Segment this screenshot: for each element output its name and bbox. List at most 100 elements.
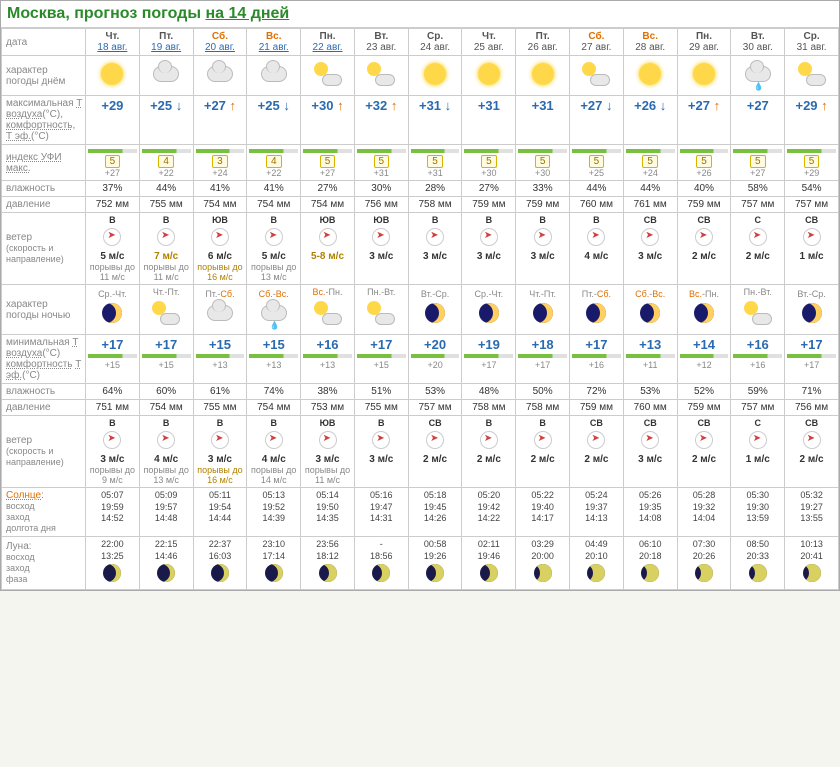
wind-night-cell: В3 м/спорывы до 9 м/с <box>86 416 140 488</box>
tef-night: +15 <box>88 360 137 370</box>
tef-night: +12 <box>680 360 729 370</box>
tmin-cell: +17+15 <box>86 335 140 384</box>
wind-speed-night: 2 м/с <box>584 454 608 465</box>
day-header: Сб.20 авг. <box>193 29 247 56</box>
day-of-week: Пт. <box>536 31 550 42</box>
tmax-value: +31 <box>478 98 500 113</box>
comfort-link2[interactable]: комфортность <box>6 359 73 370</box>
wind-night-cell: СВ2 м/с <box>408 416 462 488</box>
sun-cell: 05:2819:3214:04 <box>677 488 731 537</box>
compass-icon <box>480 228 498 246</box>
title-link[interactable]: на 14 дней <box>205 5 289 22</box>
tmax-cell: +31 <box>516 96 570 145</box>
gust-day: порывы до 11 м/с <box>142 262 191 282</box>
date-link[interactable]: 18 авг. <box>97 42 127 53</box>
pressure-night: 759 мм <box>570 400 624 416</box>
sun-times: 05:1319:5214:39 <box>249 490 298 525</box>
moon-cell: 08:5020:33 <box>731 537 785 590</box>
wind-dir-night: В <box>270 418 277 428</box>
night-span: Вт.-Ср. <box>787 289 836 299</box>
comfort-bar-n <box>142 354 191 358</box>
label-wind-d: ветер(скорость и направление) <box>2 213 86 285</box>
wind-day-cell: СВ2 м/с <box>677 213 731 285</box>
compass-icon <box>641 228 659 246</box>
moon-times: 08:5020:33 <box>733 539 782 562</box>
wind-night-cell: СВ3 м/с <box>623 416 677 488</box>
date-link[interactable]: 21 авг. <box>259 42 289 53</box>
sun-cell: 05:2619:3514:08 <box>623 488 677 537</box>
night-icon <box>694 303 714 323</box>
date-link[interactable]: 19 авг. <box>151 42 181 53</box>
wind-speed-day: 2 м/с <box>746 251 770 262</box>
date-link[interactable]: 22 авг. <box>313 42 343 53</box>
pressure-day: 760 мм <box>570 197 624 213</box>
comfort-bar <box>196 149 245 153</box>
tef-day: +22 <box>142 168 191 178</box>
tair-link2[interactable]: Т воздуха <box>6 337 78 359</box>
pressure-night: 759 мм <box>677 400 731 416</box>
weather-widget: Москва, прогноз погоды на 14 дней датаЧт… <box>0 0 840 591</box>
tef-night: +15 <box>142 360 191 370</box>
wind-day-cell: В3 м/с <box>408 213 462 285</box>
moon-times: 03:2920:00 <box>518 539 567 562</box>
date-text: 23 авг. <box>366 42 396 53</box>
label-moon: Луна:восходзаходфаза <box>2 537 86 590</box>
tmin-value: +17 <box>370 337 392 352</box>
pressure-night: 753 мм <box>301 400 355 416</box>
compass-icon <box>749 228 767 246</box>
wind-day-cell: ЮВ5-8 м/с <box>301 213 355 285</box>
tef-night: +13 <box>249 360 298 370</box>
pressure-day: 761 мм <box>623 197 677 213</box>
uv-cell: 5+31 <box>408 145 462 181</box>
compass-icon <box>803 228 821 246</box>
tair-link[interactable]: Т воздуха <box>6 98 82 120</box>
label-humidity-d: влажность <box>2 181 86 197</box>
day-of-week: Ср. <box>804 31 820 42</box>
uvmax-link[interactable]: макс. <box>6 163 31 174</box>
sun-cell: 05:1819:4514:26 <box>408 488 462 537</box>
tef-link[interactable]: Т эф. <box>6 131 31 142</box>
moon-phase-icon <box>426 564 444 582</box>
comfort-link[interactable]: комфортность <box>6 120 73 131</box>
uv-cell: 5+31 <box>354 145 408 181</box>
cloud-icon <box>153 66 179 82</box>
pressure-day: 754 мм <box>193 197 247 213</box>
night-icon-cell: Вт.-Ср. <box>785 285 839 335</box>
night-icon <box>102 303 122 323</box>
tmax-value: +27 <box>747 98 769 113</box>
night-icon-cell: Пт.-Сб. <box>193 285 247 335</box>
compass-icon <box>587 228 605 246</box>
tmax-value: +31 <box>532 98 554 113</box>
night-icon <box>425 303 445 323</box>
wind-dir-night: СВ <box>429 418 442 428</box>
wind-dir-day: СВ <box>805 215 818 225</box>
wind-speed-night: 3 м/с <box>208 454 232 465</box>
uv-link[interactable]: индекс УФИ <box>6 152 62 163</box>
night-icon-cell: Вт.-Ср. <box>408 285 462 335</box>
uv-badge: 5 <box>589 155 605 168</box>
pressure-day: 759 мм <box>516 197 570 213</box>
night-icon-cell: Чт.-Пт. <box>516 285 570 335</box>
wind-speed-night: 2 м/с <box>477 454 501 465</box>
wind-speed-day: 2 м/с <box>692 251 716 262</box>
humidity-night: 71% <box>785 384 839 400</box>
moon-times: 10:1320:41 <box>787 539 836 562</box>
tmax-cell: +25 <box>139 96 193 145</box>
uv-cell: 5+26 <box>677 145 731 181</box>
wind-night-cell: В2 м/с <box>462 416 516 488</box>
wind-dir-day: В <box>593 215 600 225</box>
date-link[interactable]: 20 авг. <box>205 42 235 53</box>
tmax-cell: +26 <box>623 96 677 145</box>
gust-day: порывы до 16 м/с <box>196 262 245 282</box>
humidity-night: 52% <box>677 384 731 400</box>
wind-speed-day: 7 м/с <box>154 251 178 262</box>
uv-cell: 3+24 <box>193 145 247 181</box>
label-uv: индекс УФИ макс. <box>2 145 86 181</box>
night-icon-cell: Пт.-Сб. <box>570 285 624 335</box>
gust-night: порывы до 11 м/с <box>303 465 352 485</box>
wind-speed-day: 4 м/с <box>584 251 608 262</box>
wind-speed-night: 2 м/с <box>692 454 716 465</box>
night-icon <box>586 303 606 323</box>
sun-cell: 05:2419:3714:13 <box>570 488 624 537</box>
humidity-day: 27% <box>462 181 516 197</box>
